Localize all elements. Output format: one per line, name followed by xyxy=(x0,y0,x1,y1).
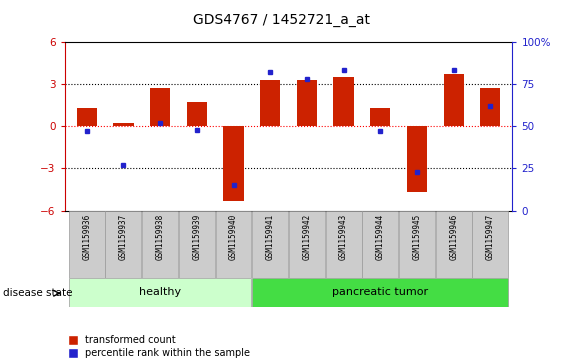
Text: GSM1159938: GSM1159938 xyxy=(155,214,164,260)
Text: GSM1159944: GSM1159944 xyxy=(376,214,385,260)
Bar xyxy=(407,126,427,192)
Bar xyxy=(370,108,390,126)
Text: GDS4767 / 1452721_a_at: GDS4767 / 1452721_a_at xyxy=(193,13,370,27)
FancyBboxPatch shape xyxy=(216,211,252,278)
Text: GSM1159942: GSM1159942 xyxy=(302,214,311,260)
Bar xyxy=(150,88,170,126)
Bar xyxy=(187,102,207,126)
FancyBboxPatch shape xyxy=(105,211,141,278)
FancyBboxPatch shape xyxy=(289,211,325,278)
FancyBboxPatch shape xyxy=(472,211,508,278)
Bar xyxy=(113,123,133,126)
Text: disease state: disease state xyxy=(3,288,72,298)
Text: GSM1159940: GSM1159940 xyxy=(229,214,238,260)
Text: GSM1159946: GSM1159946 xyxy=(449,214,458,260)
FancyBboxPatch shape xyxy=(362,211,398,278)
FancyBboxPatch shape xyxy=(252,211,288,278)
Text: healthy: healthy xyxy=(139,287,181,297)
FancyBboxPatch shape xyxy=(399,211,435,278)
FancyBboxPatch shape xyxy=(69,211,105,278)
Text: GSM1159937: GSM1159937 xyxy=(119,214,128,260)
FancyBboxPatch shape xyxy=(325,211,361,278)
Text: GSM1159939: GSM1159939 xyxy=(193,214,202,260)
FancyBboxPatch shape xyxy=(69,278,252,307)
FancyBboxPatch shape xyxy=(142,211,178,278)
Bar xyxy=(297,80,317,126)
Text: GSM1159947: GSM1159947 xyxy=(486,214,495,260)
Text: pancreatic tumor: pancreatic tumor xyxy=(332,287,428,297)
FancyBboxPatch shape xyxy=(252,278,508,307)
Bar xyxy=(77,108,97,126)
Bar xyxy=(444,74,464,126)
Bar xyxy=(224,126,244,201)
Text: GSM1159936: GSM1159936 xyxy=(82,214,91,260)
Legend: transformed count, percentile rank within the sample: transformed count, percentile rank withi… xyxy=(70,335,250,358)
Bar xyxy=(480,88,501,126)
Text: GSM1159945: GSM1159945 xyxy=(413,214,422,260)
Bar xyxy=(333,77,354,126)
FancyBboxPatch shape xyxy=(436,211,472,278)
FancyBboxPatch shape xyxy=(179,211,215,278)
Bar xyxy=(260,80,280,126)
Text: GSM1159941: GSM1159941 xyxy=(266,214,275,260)
Text: GSM1159943: GSM1159943 xyxy=(339,214,348,260)
